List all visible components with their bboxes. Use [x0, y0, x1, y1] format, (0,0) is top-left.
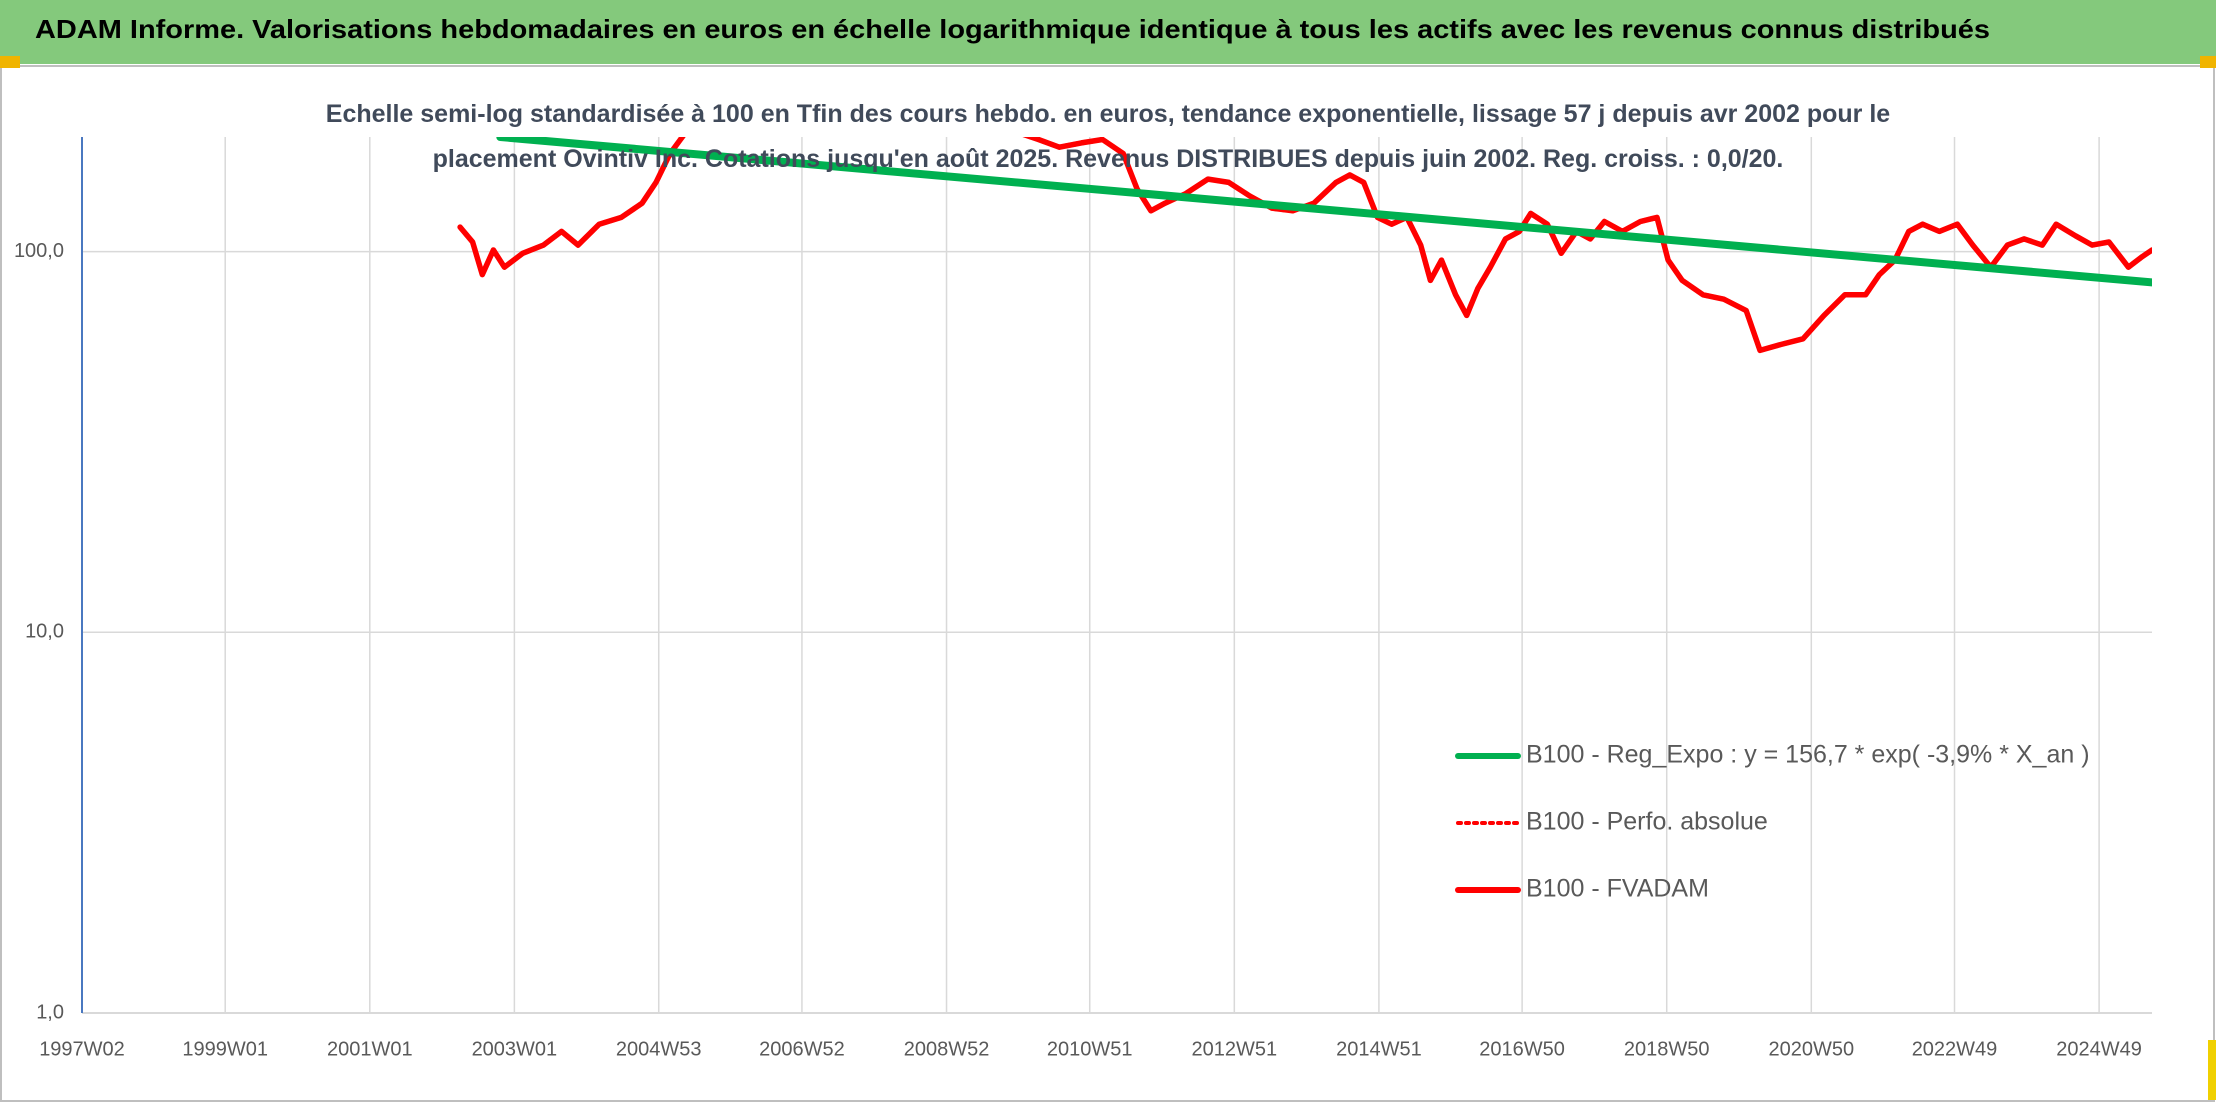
legend-label: B100 - FVADAM — [1526, 875, 1709, 903]
series-line — [496, 137, 2152, 287]
header-band — [0, 0, 2216, 64]
x-tick-label: 2008W52 — [904, 1038, 990, 1060]
x-tick-label: 2010W51 — [1047, 1038, 1133, 1060]
x-tick-label: 2024W49 — [2056, 1038, 2142, 1060]
x-tick-label: 1999W01 — [182, 1038, 268, 1060]
chart-subtitle: Echelle semi-log standardisée à 100 en T… — [325, 100, 1891, 173]
x-tick-label: 2018W50 — [1624, 1038, 1710, 1060]
x-tick-label: 2003W01 — [472, 1038, 558, 1060]
x-tick-label: 2020W50 — [1768, 1038, 1854, 1060]
y-tick-label: 100,0 — [14, 240, 64, 262]
legend-label: B100 - Reg_Expo : y = 156,7 * exp( -3,9%… — [1526, 741, 2090, 769]
x-tick-label: 2022W49 — [1912, 1038, 1998, 1060]
legend-label: B100 - Perfo. absolue — [1526, 808, 1768, 836]
frame — [0, 65, 2215, 1102]
x-tick-label: 2012W51 — [1192, 1038, 1278, 1060]
x-tick-label: 2004W53 — [616, 1038, 702, 1060]
x-tick-label: 2006W52 — [759, 1038, 845, 1060]
edge-mark — [2208, 1040, 2216, 1100]
corner-mark — [0, 56, 20, 68]
chart-title: ADAM Informe. Valorisations hebdomadaire… — [35, 14, 1990, 44]
corner-mark — [2200, 56, 2216, 68]
x-tick-label: 2016W50 — [1479, 1038, 1565, 1060]
x-tick-label: 2014W51 — [1336, 1038, 1422, 1060]
y-tick-label: 10,0 — [25, 621, 64, 643]
x-tick-label: 2001W01 — [327, 1038, 413, 1060]
x-tick-label: 1997W02 — [39, 1038, 125, 1060]
series-line — [457, 137, 2152, 354]
y-tick-label: 1,0 — [36, 1001, 64, 1023]
